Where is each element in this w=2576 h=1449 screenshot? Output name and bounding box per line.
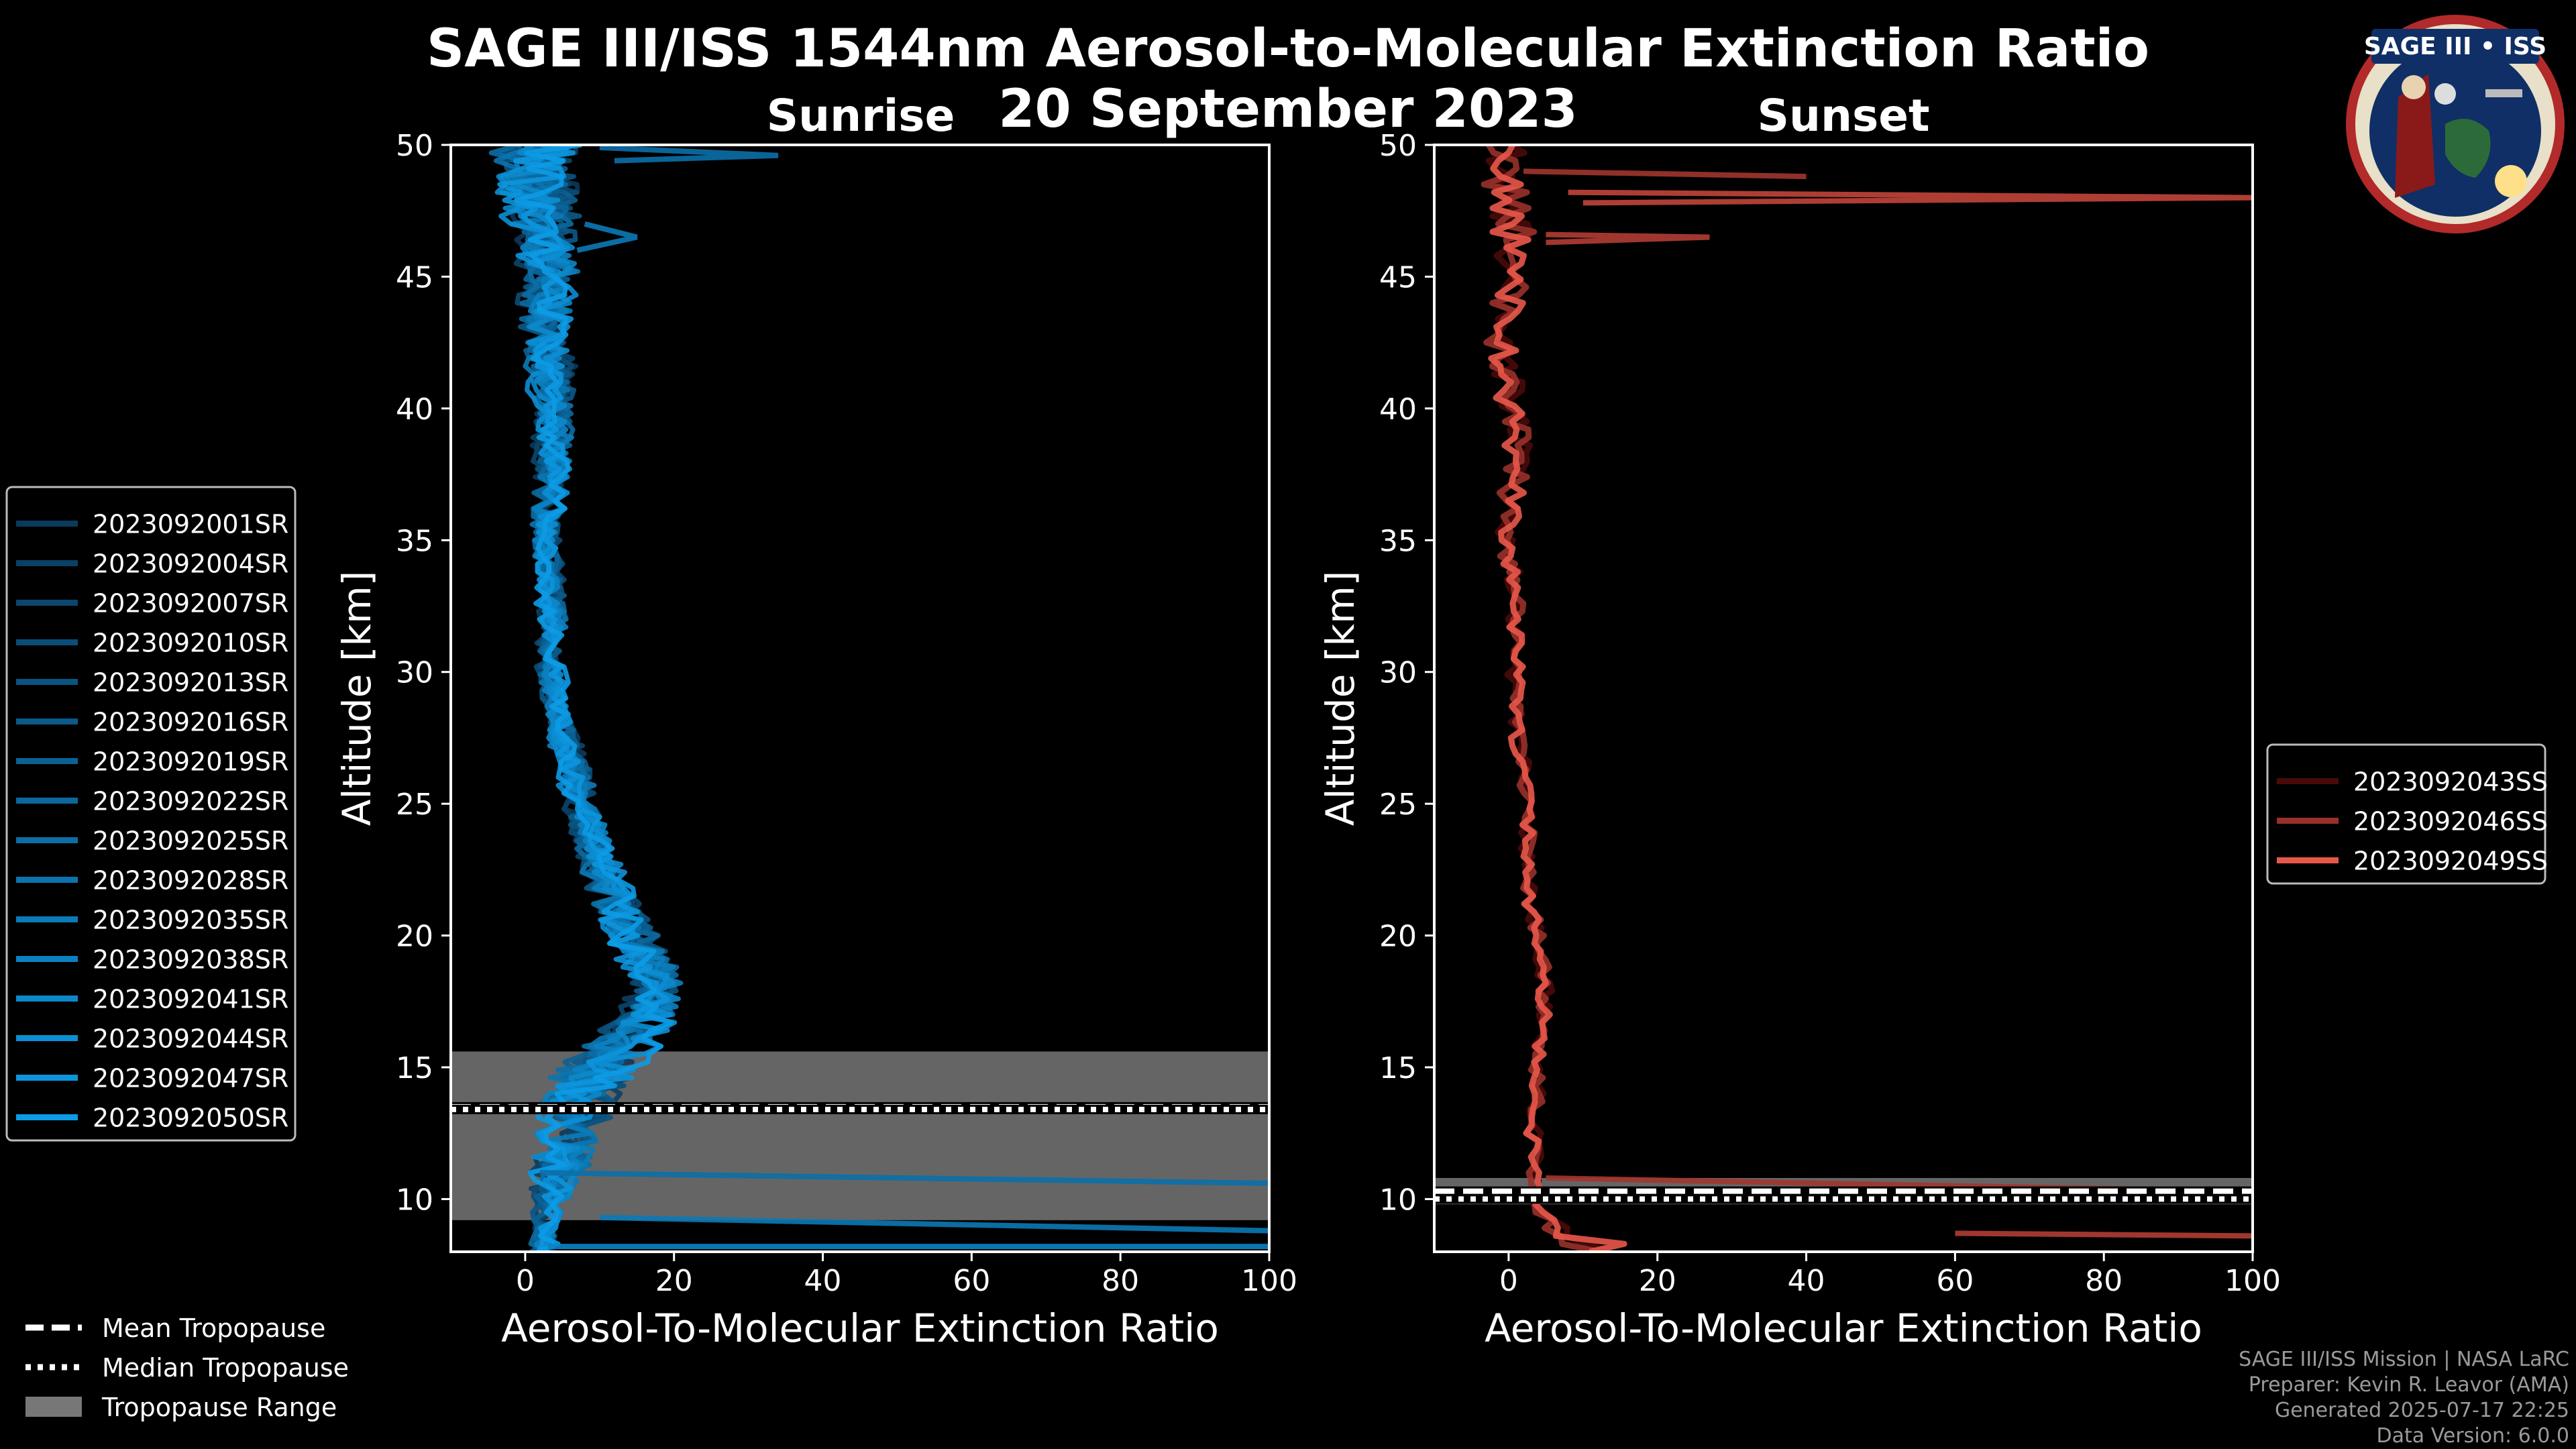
sunrise-legend: 2023092001SR 2023092004SR 2023092007SR 2023…: [5, 486, 297, 1142]
x-tick-label: 0: [516, 1264, 535, 1298]
x-tick-label: 40: [804, 1264, 842, 1298]
tropopause-legend-label: Median Tropopause: [102, 1353, 349, 1383]
logo-moon: [2434, 83, 2456, 105]
profile-spike-line: [540, 1170, 1269, 1186]
y-tick-label: 40: [1379, 392, 1417, 427]
y-axis-label: Altitude [km]: [1318, 571, 1363, 826]
logo-figure-head: [2402, 75, 2426, 99]
y-tick-label: 25: [396, 788, 433, 822]
credit-version: Data Version: 6.0.0: [2376, 1424, 2569, 1448]
legend-label: 2023092043SS: [2353, 767, 2548, 797]
x-tick-label: 20: [655, 1264, 693, 1298]
profile-lines: [1481, 145, 2253, 1252]
y-tick-label: 50: [396, 129, 433, 163]
y-tick-label: 30: [396, 656, 433, 690]
credit-mission: SAGE III/ISS Mission | NASA LaRC: [2239, 1348, 2569, 1371]
logo-text: SAGE III • ISS: [2364, 33, 2546, 60]
figure-title: SAGE III/ISS 1544nm Aerosol-to-Molecular…: [427, 19, 2149, 79]
x-axis-label: Aerosol-To-Molecular Extinction Ratio: [1485, 1305, 2202, 1351]
panel-subtitle-sunset: Sunset: [1757, 90, 1930, 142]
y-tick-label: 45: [396, 260, 433, 294]
y-tick-label: 15: [1379, 1051, 1417, 1085]
legend-label: 2023092049SS: [2353, 847, 2548, 876]
plot-frame: [449, 144, 1271, 1253]
figure-date: 20 September 2023: [998, 79, 1578, 140]
x-tick-label: 60: [1936, 1264, 1974, 1298]
logo-sun: [2495, 165, 2527, 197]
sunrise-panel: 0 20 40 60 80 100 10 15 20 25 30 35 40 45 50 Aerosol-To…: [334, 129, 1297, 1351]
x-tick-label: 80: [2085, 1264, 2123, 1298]
legend-label: 2023092010SR: [93, 629, 288, 658]
profile-spike-line: [1955, 1230, 2253, 1239]
x-tick-label: 40: [1788, 1264, 1825, 1298]
legends: 2023092001SR 2023092004SR 2023092007SR 2023…: [5, 486, 2548, 1422]
legend-label: 2023092025SR: [93, 826, 288, 856]
tropopause-legend-label: Tropopause Range: [101, 1393, 337, 1422]
legend-label: 2023092016SR: [93, 708, 288, 737]
y-tick-label: 40: [396, 392, 433, 427]
legend-label: 2023092004SR: [93, 549, 288, 579]
x-tick-label: 0: [1499, 1264, 1518, 1298]
y-tick-label: 50: [1379, 129, 1417, 163]
legend-tropopause-range-swatch: [25, 1397, 82, 1417]
logo-iss-station: [2485, 89, 2522, 97]
profile-spike-line: [599, 145, 779, 164]
profile-spike-line: [599, 1214, 1269, 1234]
y-tick-label: 35: [396, 524, 433, 558]
legend-label: 2023092007SR: [93, 589, 288, 619]
legend-label: 2023092013SR: [93, 668, 288, 698]
y-tick-label: 25: [1379, 788, 1417, 822]
logo-continent: [2445, 119, 2491, 178]
y-tick-label: 10: [396, 1183, 433, 1217]
x-tick-label: 100: [1241, 1264, 1297, 1298]
plot-frame: [1433, 144, 2254, 1253]
y-tick-label: 20: [1379, 920, 1417, 954]
legend-label: 2023092001SR: [93, 510, 288, 539]
credit-generated: Generated 2025-07-17 22:25: [2274, 1399, 2569, 1422]
x-tick-label: 80: [1102, 1264, 1139, 1298]
sage-iii-iss-mission-logo: SAGE III • ISS: [2346, 15, 2565, 233]
credit-preparer: Preparer: Kevin R. Leavor (AMA): [2248, 1373, 2569, 1397]
y-tick-label: 20: [396, 920, 433, 954]
y-tick-label: 45: [1379, 260, 1417, 294]
profile-line-2023092049SS: [1488, 145, 1627, 1252]
y-tick-label: 15: [396, 1051, 433, 1085]
profile-spike-line: [1523, 168, 1807, 180]
x-tick-label: 20: [1639, 1264, 1676, 1298]
profile-line-2023092050SR: [513, 145, 674, 1252]
legend-label: 2023092041SR: [93, 985, 288, 1014]
legend-label: 2023092044SR: [93, 1024, 288, 1054]
profile-lines: [488, 145, 1269, 1252]
sunset-panel: 0 20 40 60 80 100 10 15 20 25 30 35 40 45 50 Aerosol-To…: [1318, 129, 2281, 1351]
legend-label: 2023092047SR: [93, 1064, 288, 1093]
profile-spike-line: [1568, 189, 2253, 206]
plot-area: [1434, 145, 2253, 1252]
y-axis-label: Altitude [km]: [334, 571, 380, 826]
logo-banner: [2371, 29, 2539, 64]
sunset-legend: 2023092043SS 2023092046SS 2023092049SS: [2266, 743, 2548, 885]
legend-label: 2023092022SR: [93, 787, 288, 816]
profile-spike-line: [576, 221, 638, 254]
panel-subtitle-sunrise: Sunrise: [766, 90, 955, 142]
y-tick-label: 10: [1379, 1183, 1417, 1217]
legend-frame: [5, 486, 297, 1142]
profile-spike-line: [1546, 231, 1710, 246]
legend-label: 2023092019SR: [93, 747, 288, 777]
y-tick-label: 35: [1379, 524, 1417, 558]
logo-figure-cloak: [2395, 74, 2435, 198]
legend-label: 2023092038SR: [93, 945, 288, 975]
credits-block: SAGE III/ISS Mission | NASA LaRC Prepare…: [2239, 1347, 2569, 1449]
legend-label: 2023092028SR: [93, 866, 288, 896]
legend-label: 2023092046SS: [2353, 807, 2548, 837]
tropopause-legend-label: Mean Tropopause: [102, 1313, 325, 1343]
legend-label: 2023092050SR: [93, 1104, 288, 1133]
x-axis-label: Aerosol-To-Molecular Extinction Ratio: [501, 1305, 1219, 1351]
x-tick-label: 60: [953, 1264, 990, 1298]
y-tick-label: 30: [1379, 656, 1417, 690]
legend-label: 2023092035SR: [93, 906, 288, 935]
x-tick-label: 100: [2224, 1264, 2281, 1298]
tropopause-legend: Mean Tropopause Median Tropopause Tropopau…: [25, 1313, 349, 1422]
